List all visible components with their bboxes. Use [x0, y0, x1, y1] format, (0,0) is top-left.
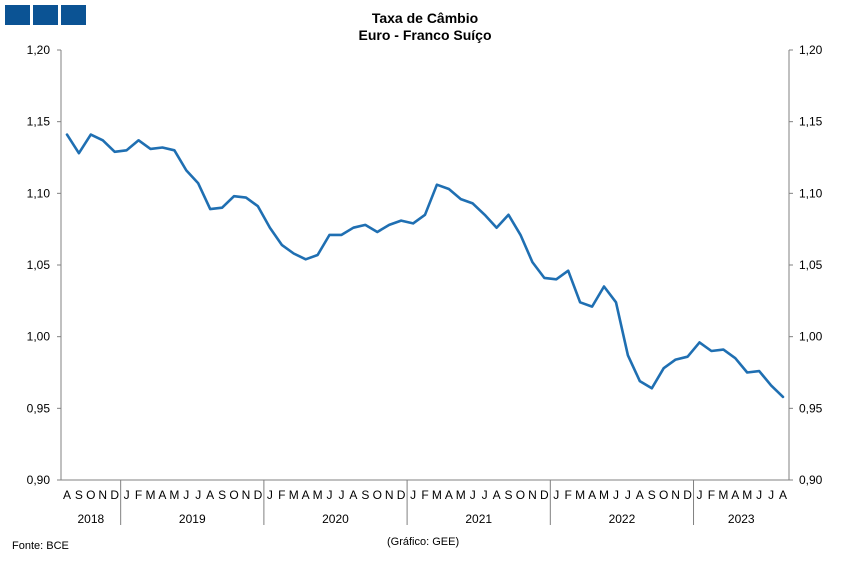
y-tick-label-right: 1,00	[799, 330, 823, 344]
y-tick-label-right: 1,15	[799, 115, 823, 129]
y-tick-label-right: 1,20	[799, 43, 823, 57]
x-tick-label: N	[385, 488, 394, 502]
year-label: 2021	[465, 512, 492, 526]
x-tick-label: J	[327, 488, 333, 502]
x-tick-label: N	[671, 488, 680, 502]
x-tick-label: A	[302, 488, 310, 502]
y-tick-label-right: 1,10	[799, 186, 823, 200]
year-label: 2020	[322, 512, 349, 526]
logo-block	[5, 5, 30, 25]
x-tick-label: M	[146, 488, 156, 502]
x-tick-label: M	[718, 488, 728, 502]
x-tick-label: A	[493, 488, 501, 502]
y-tick-label-left: 1,00	[27, 330, 51, 344]
x-tick-label: J	[482, 488, 488, 502]
x-tick-label: M	[432, 488, 442, 502]
x-tick-label: A	[731, 488, 739, 502]
y-tick-label-right: 0,90	[799, 473, 823, 487]
x-tick-label: A	[588, 488, 596, 502]
x-tick-label: A	[158, 488, 166, 502]
x-tick-label: J	[553, 488, 559, 502]
x-tick-label: J	[338, 488, 344, 502]
y-tick-label-left: 0,95	[27, 401, 51, 415]
x-tick-label: J	[470, 488, 476, 502]
x-tick-label: D	[110, 488, 119, 502]
x-tick-label: A	[349, 488, 357, 502]
x-tick-label: J	[613, 488, 619, 502]
x-tick-label: J	[756, 488, 762, 502]
y-tick-label-left: 1,05	[27, 258, 51, 272]
x-tick-label: A	[206, 488, 214, 502]
x-tick-label: N	[528, 488, 537, 502]
year-label: 2023	[728, 512, 755, 526]
y-tick-label-right: 0,95	[799, 401, 823, 415]
x-tick-label: A	[636, 488, 644, 502]
x-tick-label: J	[124, 488, 130, 502]
y-tick-label-left: 1,15	[27, 115, 51, 129]
logo-block	[61, 5, 86, 25]
x-tick-label: N	[242, 488, 251, 502]
year-label: 2019	[179, 512, 206, 526]
x-tick-label: S	[648, 488, 656, 502]
chart-subtitle: Euro - Franco Suíço	[358, 27, 492, 43]
x-tick-label: J	[267, 488, 273, 502]
x-tick-label: F	[708, 488, 715, 502]
x-tick-label: A	[63, 488, 71, 502]
logo-block	[33, 5, 58, 25]
x-tick-label: O	[373, 488, 382, 502]
x-tick-label: O	[659, 488, 668, 502]
x-tick-label: J	[625, 488, 631, 502]
year-label: 2022	[609, 512, 636, 526]
x-tick-label: M	[169, 488, 179, 502]
x-tick-label: S	[75, 488, 83, 502]
x-tick-label: D	[254, 488, 263, 502]
x-tick-label: S	[361, 488, 369, 502]
x-tick-label: F	[565, 488, 572, 502]
series-line	[65, 133, 785, 399]
x-tick-label: O	[86, 488, 95, 502]
x-tick-label: O	[516, 488, 525, 502]
x-tick-label: M	[289, 488, 299, 502]
x-tick-label: S	[505, 488, 513, 502]
x-tick-label: F	[421, 488, 428, 502]
x-tick-label: O	[229, 488, 238, 502]
brand-logo	[5, 5, 86, 25]
x-tick-label: S	[218, 488, 226, 502]
x-tick-label: J	[768, 488, 774, 502]
x-tick-label: A	[779, 488, 787, 502]
x-tick-label: M	[456, 488, 466, 502]
x-tick-label: D	[397, 488, 406, 502]
x-tick-label: J	[696, 488, 702, 502]
x-tick-label: M	[575, 488, 585, 502]
year-label: 2018	[77, 512, 104, 526]
source-note: Fonte: BCE	[12, 540, 69, 552]
y-tick-label-left: 0,90	[27, 473, 51, 487]
x-tick-label: M	[599, 488, 609, 502]
credit-note: (Gráfico: GEE)	[387, 536, 460, 548]
y-tick-label-left: 1,10	[27, 186, 51, 200]
x-tick-label: M	[742, 488, 752, 502]
x-tick-label: M	[313, 488, 323, 502]
x-tick-label: J	[183, 488, 189, 502]
x-tick-label: J	[195, 488, 201, 502]
x-tick-label: D	[683, 488, 692, 502]
x-tick-label: A	[445, 488, 453, 502]
y-tick-label-right: 1,05	[799, 258, 823, 272]
x-tick-label: F	[278, 488, 285, 502]
x-tick-label: F	[135, 488, 142, 502]
chart-title: Taxa de Câmbio	[371, 10, 479, 26]
x-tick-label: N	[98, 488, 107, 502]
x-tick-label: D	[540, 488, 549, 502]
y-tick-label-left: 1,20	[27, 43, 51, 57]
x-tick-label: J	[410, 488, 416, 502]
